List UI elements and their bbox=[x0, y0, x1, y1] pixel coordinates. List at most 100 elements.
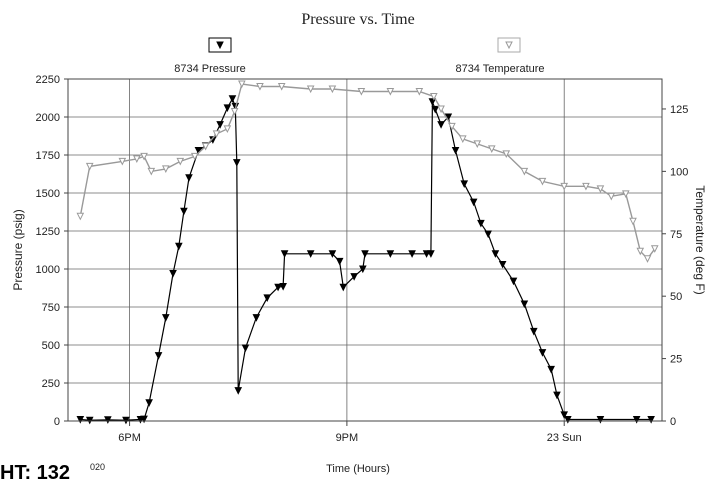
x-tick-label: 23 Sun bbox=[547, 432, 582, 444]
data-point bbox=[256, 82, 264, 91]
right-tick-label: 50 bbox=[670, 291, 682, 303]
data-point bbox=[431, 105, 440, 114]
right-axis: 0 25 50 75 100 125 bbox=[662, 104, 688, 428]
footer-caption-small: 020 bbox=[90, 462, 105, 472]
data-point bbox=[437, 105, 445, 114]
data-point bbox=[477, 219, 485, 228]
data-point bbox=[538, 349, 547, 357]
data-point bbox=[140, 415, 148, 424]
data-point bbox=[145, 399, 153, 407]
data-point bbox=[596, 185, 605, 193]
x-tick-label: 6PM bbox=[118, 432, 141, 444]
footer-caption: HT: 132 bbox=[0, 462, 70, 482]
data-point bbox=[509, 277, 518, 286]
right-axis-title: Temperature (deg F) bbox=[693, 185, 707, 294]
data-point bbox=[553, 391, 561, 400]
data-point bbox=[228, 95, 237, 103]
data-point bbox=[564, 415, 572, 424]
data-point bbox=[161, 165, 170, 173]
data-point bbox=[650, 245, 659, 253]
data-point bbox=[547, 365, 555, 374]
data-point bbox=[212, 130, 221, 139]
legend: 8734 Pressure 8734 Temperature bbox=[174, 37, 545, 75]
data-point bbox=[473, 140, 482, 149]
data-point bbox=[175, 242, 183, 251]
data-point bbox=[621, 190, 630, 198]
data-point bbox=[520, 300, 529, 309]
data-point bbox=[529, 327, 538, 336]
data-point bbox=[636, 247, 645, 256]
legend-marker bbox=[505, 41, 513, 50]
data-point bbox=[469, 198, 478, 207]
data-point bbox=[223, 125, 232, 134]
data-point bbox=[161, 314, 170, 322]
series-layer bbox=[76, 80, 659, 425]
data-point bbox=[223, 104, 232, 112]
data-point bbox=[427, 250, 435, 258]
data-point bbox=[596, 415, 605, 424]
data-point bbox=[359, 265, 367, 274]
data-point bbox=[361, 250, 369, 258]
left-tick-label: 750 bbox=[42, 302, 60, 314]
data-point bbox=[104, 416, 112, 424]
left-axis-title: Pressure (psig) bbox=[11, 209, 25, 290]
data-point bbox=[169, 270, 177, 278]
data-point bbox=[328, 85, 337, 94]
data-point bbox=[147, 167, 156, 176]
data-point bbox=[491, 250, 500, 258]
data-point bbox=[460, 180, 469, 188]
left-tick-label: 1500 bbox=[36, 188, 60, 200]
data-point bbox=[140, 152, 148, 161]
data-point bbox=[194, 146, 203, 155]
left-tick-label: 1750 bbox=[36, 150, 60, 162]
data-point bbox=[280, 250, 289, 258]
data-point bbox=[448, 122, 456, 131]
series-0 bbox=[76, 95, 655, 425]
data-point bbox=[538, 177, 547, 186]
data-point bbox=[629, 217, 637, 226]
data-point bbox=[238, 80, 246, 89]
data-point bbox=[118, 157, 127, 166]
data-point bbox=[122, 416, 130, 425]
data-point bbox=[85, 162, 94, 171]
data-point bbox=[263, 294, 272, 302]
left-tick-label: 2000 bbox=[36, 112, 60, 124]
data-point bbox=[176, 157, 185, 166]
left-tick-label: 500 bbox=[42, 340, 60, 352]
series-1 bbox=[76, 80, 659, 263]
data-point bbox=[520, 167, 529, 176]
data-point bbox=[234, 387, 243, 395]
data-point bbox=[408, 250, 416, 258]
data-point bbox=[232, 159, 241, 167]
data-point bbox=[607, 192, 616, 201]
left-axis: 0 250 500 750 1000 1250 1500 1750 2000 2250 bbox=[36, 74, 68, 428]
left-tick-label: 1000 bbox=[36, 264, 60, 276]
left-tick-label: 2250 bbox=[36, 74, 60, 86]
data-point bbox=[647, 415, 655, 424]
legend-label: 8734 Temperature bbox=[455, 63, 544, 75]
data-point bbox=[216, 121, 224, 129]
data-point bbox=[422, 250, 431, 258]
left-tick-label: 1250 bbox=[36, 226, 60, 238]
right-tick-label: 0 bbox=[670, 416, 676, 428]
data-point bbox=[230, 107, 239, 116]
data-point bbox=[201, 142, 210, 151]
data-point bbox=[185, 174, 193, 182]
data-point bbox=[306, 250, 315, 258]
right-tick-label: 100 bbox=[670, 166, 688, 178]
data-point bbox=[133, 155, 141, 164]
data-point bbox=[252, 314, 261, 322]
data-point bbox=[458, 135, 467, 144]
data-point bbox=[386, 250, 395, 258]
data-point bbox=[85, 416, 94, 425]
data-point bbox=[328, 250, 337, 258]
data-point bbox=[415, 87, 424, 96]
left-tick-label: 0 bbox=[54, 416, 60, 428]
data-point bbox=[437, 121, 445, 129]
left-tick-label: 250 bbox=[42, 378, 60, 390]
data-point bbox=[643, 255, 652, 263]
data-point bbox=[582, 182, 590, 191]
right-tick-label: 25 bbox=[670, 354, 682, 366]
data-point bbox=[632, 415, 641, 424]
